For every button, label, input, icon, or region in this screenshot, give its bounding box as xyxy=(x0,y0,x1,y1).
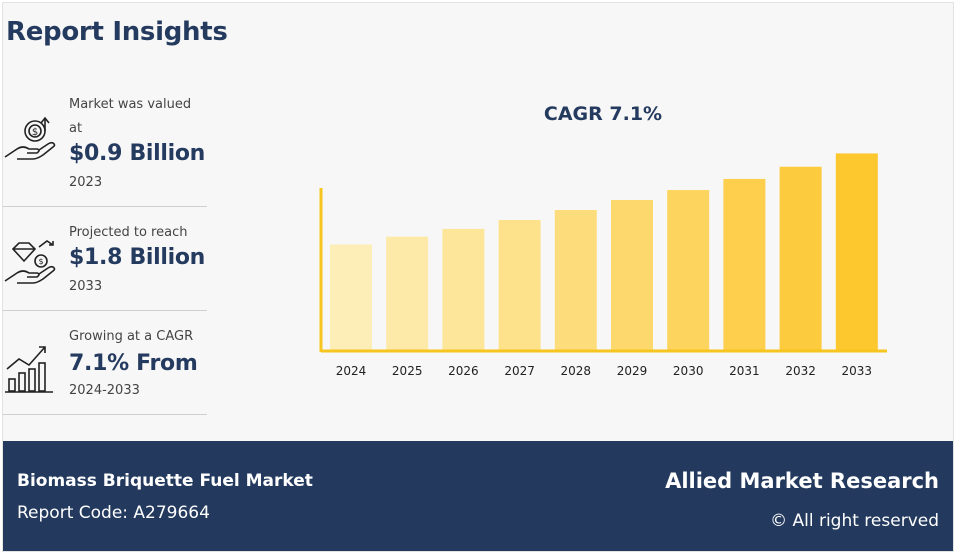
stat-value: $1.8 Billion xyxy=(69,245,206,270)
chart-title: CAGR 7.1% xyxy=(543,103,663,125)
bar-2032 xyxy=(779,166,822,351)
bar-2031 xyxy=(723,178,766,351)
stat-market-value: $ Market was valued at $0.9 Billion 2023 xyxy=(3,89,207,193)
x-tick-label: 2028 xyxy=(561,364,592,378)
bar-chart: 2024 2025 2026 2027 2028 2029 2030 2031 2032 2033 xyxy=(319,153,887,378)
stat-caption: Market was valued xyxy=(69,97,192,112)
x-tick-label: 2031 xyxy=(729,364,760,378)
stat-value: 7.1% From xyxy=(69,351,198,376)
stat-projected-value: $ Projected to reach $1.8 Billion 2033 xyxy=(3,213,207,317)
footer-bar: Biomass Briquette Fuel Market Report Cod… xyxy=(3,441,953,551)
bar-2029 xyxy=(611,200,653,351)
bar-2033 xyxy=(835,153,878,351)
stat-year: 2023 xyxy=(69,175,103,190)
x-tick-label: 2026 xyxy=(448,364,479,378)
x-tick-label: 2027 xyxy=(504,364,535,378)
growth-chart-icon xyxy=(5,346,53,393)
page-title: Report Insights xyxy=(6,17,228,47)
stat-caption: Growing at a CAGR xyxy=(69,329,194,344)
bar-2024 xyxy=(330,244,372,351)
diamond-hand-icon: $ xyxy=(4,240,56,284)
bar-2027 xyxy=(498,220,541,351)
x-tick-label: 2030 xyxy=(673,364,704,378)
x-tick-label: 2025 xyxy=(392,364,423,378)
x-tick-label: 2032 xyxy=(785,364,816,378)
brand-name: Allied Market Research xyxy=(665,469,939,493)
divider xyxy=(3,310,207,311)
stat-year: 2024-2033 xyxy=(69,383,140,398)
money-hand-icon: $ xyxy=(4,116,56,160)
copyright-text: © All right reserved xyxy=(770,511,939,531)
stat-caption: Projected to reach xyxy=(69,225,188,240)
stat-caption-cont: at xyxy=(69,121,83,136)
svg-text:$: $ xyxy=(38,257,43,266)
bar-2025 xyxy=(386,236,429,351)
x-tick-label: 2029 xyxy=(617,364,648,378)
report-code: Report Code: A279664 xyxy=(17,503,210,523)
x-tick-label: 2024 xyxy=(336,364,367,378)
stat-value: $0.9 Billion xyxy=(69,141,206,166)
bar-2028 xyxy=(554,210,597,351)
bar-2026 xyxy=(442,228,485,351)
svg-text:$: $ xyxy=(32,127,38,138)
x-tick-label: 2033 xyxy=(842,364,873,378)
divider xyxy=(3,206,207,207)
stat-cagr: Growing at a CAGR 7.1% From 2024-2033 xyxy=(3,317,207,421)
stat-year: 2033 xyxy=(69,279,103,294)
bar-2030 xyxy=(667,190,710,351)
divider xyxy=(3,414,207,415)
market-name: Biomass Briquette Fuel Market xyxy=(17,471,313,491)
